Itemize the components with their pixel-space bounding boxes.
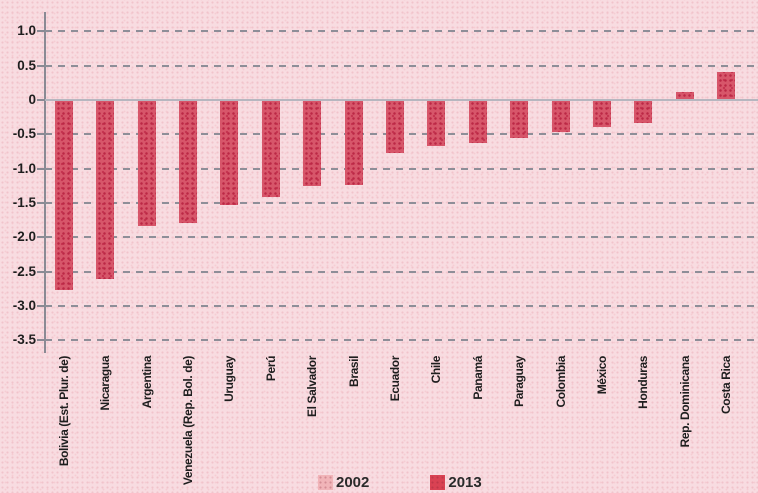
x-category-label: Bolivia (Est. Plur. de) [56,356,71,467]
gridline [45,167,756,170]
bar [137,100,156,226]
bar [220,100,239,206]
y-axis-tick [37,202,45,205]
x-category-label: Honduras [636,356,651,409]
y-tick-label: -3.5 [12,332,36,348]
y-axis-tick [37,133,45,136]
legend-item-2002: 2002 [318,474,369,491]
bar [551,100,570,133]
y-axis-tick [37,339,45,342]
x-category-label: El Salvador [305,356,320,417]
bar [427,100,446,147]
x-category-label: Colombia [553,356,568,408]
x-category-label: Nicaragua [98,356,113,411]
bar [303,100,322,186]
x-category-label: Paraguay [512,356,527,407]
x-category-label: Venezuela (Rep. Bol. de) [181,356,195,486]
x-category-label: Costa Rica [719,356,734,415]
y-axis-tick [37,167,45,170]
y-tick-label: 0.5 [17,57,36,73]
legend-label-2002: 2002 [336,474,370,491]
gridline [45,202,756,205]
bar [593,100,611,128]
bar [510,100,529,139]
y-tick-label: -2.0 [12,229,36,245]
y-tick-label: -3.0 [12,298,36,314]
x-category-label: Brasil [346,356,361,387]
y-axis-tick [37,236,45,239]
y-axis-tick [37,99,45,101]
y-tick-label: 0 [28,92,36,107]
bar [344,100,363,185]
zero-line [45,99,758,101]
y-tick-label: 1.0 [17,23,36,39]
legend-item-2013: 2013 [430,474,482,491]
bar [261,100,280,197]
y-tick-label: -0.5 [12,126,36,142]
x-category-label: México [595,356,609,395]
y-axis-tick [37,270,45,273]
gridline [45,339,756,342]
legend-swatch-2013 [430,475,446,490]
bar [54,100,73,291]
y-tick-label: -2.5 [12,263,36,279]
bar [675,92,694,100]
y-axis-line [44,12,46,353]
gridline [45,236,756,239]
y-tick-label: -1.5 [12,195,36,211]
x-category-label: Perú [263,356,278,382]
gridline [45,30,756,33]
x-category-label: Chile [429,356,444,384]
y-axis-tick [37,305,45,308]
gridline [45,305,756,308]
y-tick-label: -1.0 [12,160,36,176]
bar [468,100,487,144]
gridline [45,64,756,67]
legend: 2002 2013 [318,474,482,491]
bar [179,100,197,223]
y-axis-tick [37,64,45,67]
y-axis-tick [37,30,45,33]
bar [717,71,736,100]
legend-swatch-2002 [318,475,333,490]
gridline [45,270,756,273]
x-category-label: Uruguay [222,356,237,402]
bar [386,100,404,153]
x-category-label: Argentina [139,356,154,409]
bar [96,100,115,279]
x-category-label: Rep. Dominicana [677,356,692,448]
x-category-label: Ecuador [388,356,402,402]
legend-label-2013: 2013 [448,474,482,491]
x-category-label: Panamá [470,356,485,400]
bar [634,100,653,123]
